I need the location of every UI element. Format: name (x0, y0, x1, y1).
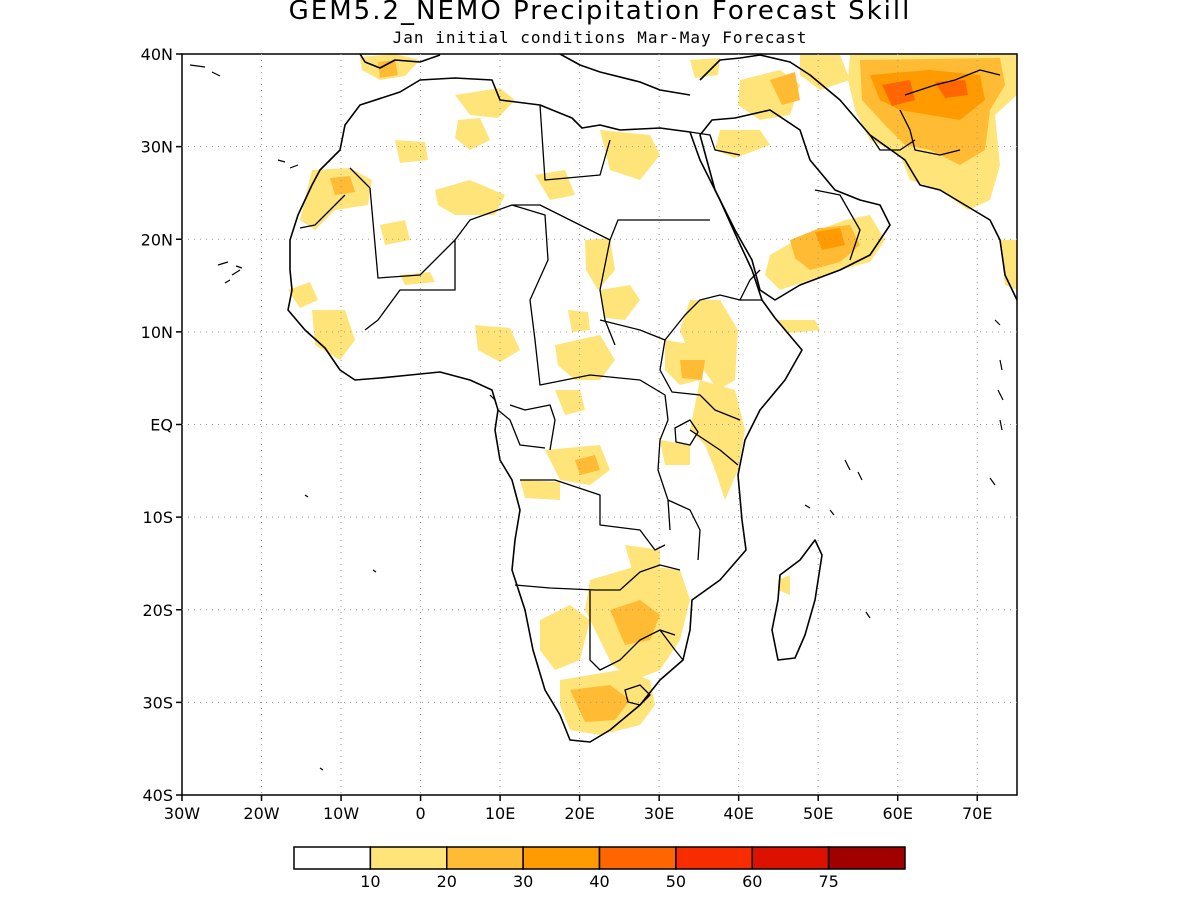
lat-label: 10S (142, 508, 173, 527)
colorbar-swatch (446, 846, 524, 870)
lon-label: 30W (164, 804, 200, 823)
lat-label: 30N (141, 138, 173, 157)
lat-label: 40S (142, 786, 173, 805)
arabia-coastline (699, 109, 891, 301)
colorbar-swatch (293, 846, 372, 870)
lon-label: 30E (644, 804, 674, 823)
coastlines-and-borders (189, 54, 1017, 771)
country-borders (299, 69, 1001, 671)
lon-label: 10E (485, 804, 515, 823)
lat-label: 10N (141, 323, 173, 342)
europe-coast (359, 54, 691, 96)
middle-east-coastline (699, 54, 1017, 301)
skill-shading (288, 54, 1017, 735)
colorbar-swatch (827, 846, 906, 870)
lon-label: 0 (415, 804, 425, 823)
colorbar-swatch (369, 846, 448, 870)
colorbar-swatch (598, 846, 677, 870)
lon-label: 20W (243, 804, 279, 823)
lon-label: 70E (962, 804, 992, 823)
lon-label: 60E (882, 804, 912, 823)
colorbar-label: 30 (513, 872, 533, 891)
lon-label: 20E (564, 804, 594, 823)
colorbar-swatch (675, 846, 753, 870)
colorbar-label: 75 (818, 872, 838, 891)
colorbar-swatch (751, 846, 830, 870)
colorbar-label: 60 (742, 872, 762, 891)
lat-label: 30S (142, 693, 173, 712)
islands (189, 64, 1004, 771)
lake-victoria (674, 419, 699, 446)
madagascar (771, 539, 823, 661)
colorbar-label: 20 (437, 872, 457, 891)
lon-label: 40E (723, 804, 753, 823)
lon-label: 10W (323, 804, 359, 823)
colorbar-swatch (522, 846, 601, 870)
lat-label: 20S (142, 601, 173, 620)
lat-label: EQ (150, 416, 173, 435)
lon-label: 50E (803, 804, 833, 823)
colorbar-label: 40 (589, 872, 609, 891)
colorbar-label: 50 (666, 872, 686, 891)
map-subtitle: Jan initial conditions Mar-May Forecast (392, 28, 808, 47)
lat-label: 40N (141, 45, 173, 64)
colorbar-label: 10 (360, 872, 380, 891)
map-title: GEM5.2_NEMO Precipitation Forecast Skill (288, 0, 912, 26)
colorbar: 10 20 30 40 50 60 75 (293, 846, 906, 891)
lesotho (624, 684, 651, 706)
lat-label: 20N (141, 230, 173, 249)
